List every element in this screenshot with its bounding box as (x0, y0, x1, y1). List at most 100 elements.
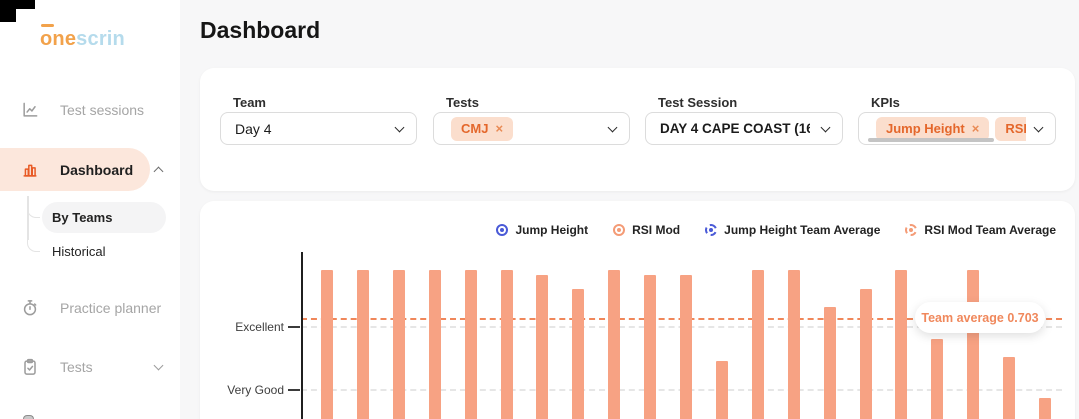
legend-marker-icon (496, 224, 509, 236)
filter-label: Team (233, 95, 266, 110)
team-average-tooltip: Team average 0.703 (915, 302, 1045, 333)
sidebar-item-tests[interactable]: Tests (0, 345, 180, 389)
chip-label: RSI Mo (1005, 121, 1026, 136)
chip-remove-icon[interactable]: × (495, 121, 504, 136)
sidebar-item-label: Practice planner (60, 300, 162, 316)
chart-legend: Jump Height RSI Mod Jump Height Team Ave… (496, 223, 1056, 237)
sidebar-subitem-label: By Teams (52, 210, 113, 225)
test-session-value: DAY 4 CAPE COAST (16/12/… (660, 121, 810, 136)
chart-card: Jump Height RSI Mod Jump Height Team Ave… (200, 201, 1075, 419)
bar-rsi-mod[interactable] (967, 270, 980, 419)
filter-label: Test Session (658, 95, 738, 110)
legend-label: Jump Height (515, 223, 589, 237)
bar-rsi-mod[interactable] (895, 270, 908, 419)
chevron-up-icon[interactable] (153, 166, 164, 177)
chip-rsi-mod-clipped[interactable]: RSI Mo (995, 116, 1026, 141)
test-session-select[interactable]: DAY 4 CAPE COAST (16/12/… (645, 112, 843, 145)
sidebar-item-practice-planner[interactable]: Practice planner (0, 286, 180, 330)
legend-item-rsi-mod[interactable]: RSI Mod (613, 223, 680, 237)
y-tick-label-excellent: Excellent (235, 320, 284, 334)
tests-select[interactable]: CMJ × (433, 112, 630, 145)
y-tick-mark (288, 326, 300, 328)
chip-label: CMJ (461, 121, 489, 136)
tests-chips: CMJ × (451, 116, 514, 141)
page-title: Dashboard (200, 17, 321, 43)
bar-rsi-mod[interactable] (1039, 397, 1051, 419)
chip-jump-height[interactable]: Jump Height × (876, 116, 990, 141)
sidebar-subitem-by-teams[interactable]: By Teams (42, 202, 166, 233)
logo-text-primary: one (40, 28, 77, 50)
legend-item-rsi-mod-team-average[interactable]: RSI Mod Team Average (905, 223, 1056, 237)
tree-connector-line (27, 196, 29, 240)
bar-rsi-mod[interactable] (608, 270, 621, 419)
sidebar-item-label: Tests (60, 359, 93, 375)
bar-rsi-mod[interactable] (859, 288, 872, 419)
bar-rsi-mod[interactable] (644, 274, 657, 419)
filter-group-team: Team Day 4 (220, 68, 417, 191)
filters-card: Team Day 4 Tests CMJ × (200, 68, 1075, 191)
legend-item-jump-height[interactable]: Jump Height (496, 223, 588, 237)
chevron-down-icon (820, 122, 831, 133)
sidebar-subitem-historical[interactable]: Historical (52, 244, 106, 259)
logo-macron-mark (41, 24, 54, 27)
filter-group-kpis: KPIs Jump Height × RSI Mo (858, 68, 1056, 191)
line-chart-icon (20, 100, 40, 120)
sidebar-item-test-sessions[interactable]: Test sessions (0, 88, 180, 132)
filter-label: Tests (446, 95, 479, 110)
bar-rsi-mod[interactable] (680, 274, 692, 419)
bar-rsi-mod[interactable] (1003, 356, 1016, 419)
partial-bottom-icon (23, 415, 34, 419)
bar-rsi-mod[interactable] (751, 270, 764, 419)
chip-cmj[interactable]: CMJ × (451, 116, 514, 141)
bar-rsi-mod[interactable] (464, 270, 477, 419)
kpis-select[interactable]: Jump Height × RSI Mo (858, 112, 1056, 145)
chevron-down-icon (394, 122, 405, 133)
chip-remove-icon[interactable]: × (971, 121, 980, 136)
app-logo: onescrin (40, 24, 125, 51)
bar-rsi-mod[interactable] (428, 270, 441, 419)
bar-rsi-mod[interactable] (715, 361, 728, 419)
team-select[interactable]: Day 4 (220, 112, 417, 145)
bar-rsi-mod[interactable] (392, 270, 405, 419)
y-tick-label-very-good: Very Good (227, 383, 284, 397)
y-tick-mark (288, 389, 300, 391)
bar-rsi-mod[interactable] (931, 338, 944, 419)
filter-label: KPIs (871, 95, 900, 110)
sidebar-item-label: Dashboard (60, 161, 134, 178)
legend-label: RSI Mod (632, 223, 681, 237)
sidebar-item-label: Test sessions (60, 102, 145, 118)
bar-rsi-mod[interactable] (823, 306, 836, 419)
chevron-down-icon (607, 122, 618, 133)
filter-group-tests: Tests CMJ × (433, 68, 630, 191)
bar-rsi-mod[interactable] (787, 270, 800, 419)
legend-marker-icon (705, 224, 718, 236)
legend-label: Jump Height Team Average (724, 223, 881, 237)
main-content: Dashboard Team Day 4 Tests CMJ × (180, 0, 1079, 419)
kpis-scrollbar-thumb[interactable] (868, 138, 994, 142)
bar-rsi-mod[interactable] (536, 274, 549, 419)
team-select-value: Day 4 (235, 120, 272, 137)
chevron-down-icon (1033, 122, 1044, 133)
sidebar-item-dashboard[interactable]: Dashboard (0, 148, 150, 191)
bar-rsi-mod[interactable] (500, 270, 513, 419)
bar-rsi-mod[interactable] (572, 288, 585, 419)
legend-item-jump-height-team-average[interactable]: Jump Height Team Average (705, 223, 880, 237)
bar-rsi-mod[interactable] (321, 270, 333, 419)
sidebar: onescrin Test sessions Dashboard (0, 0, 180, 419)
legend-marker-icon (905, 224, 918, 236)
filter-group-test-session: Test Session DAY 4 CAPE COAST (16/12/… (645, 68, 843, 191)
clipboard-icon (20, 357, 40, 377)
stopwatch-icon (20, 298, 40, 318)
bar-chart-icon (20, 160, 40, 180)
y-axis-line (301, 252, 303, 419)
chip-label: Jump Height (886, 121, 965, 136)
screenshot-corner-artifact (0, 0, 16, 22)
tree-connector-curve (27, 206, 40, 218)
screenshot-corner-artifact (0, 0, 35, 9)
kpis-chips: Jump Height × RSI Mo (876, 116, 1026, 141)
bar-series (200, 201, 1075, 419)
logo-text-secondary: scrin (76, 28, 125, 50)
legend-marker-icon (613, 224, 626, 236)
bar-rsi-mod[interactable] (356, 270, 369, 419)
